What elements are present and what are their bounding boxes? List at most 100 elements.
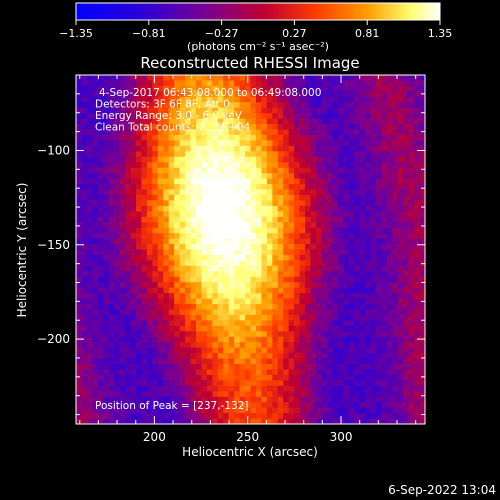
heatmap-cell bbox=[397, 380, 404, 387]
heatmap-cell bbox=[103, 271, 110, 278]
heatmap-cell bbox=[359, 391, 366, 398]
heatmap-cell bbox=[397, 151, 404, 158]
heatmap-cell bbox=[157, 194, 164, 202]
heatmap-cell bbox=[97, 358, 104, 365]
heatmap-cell bbox=[179, 129, 186, 136]
heatmap-cell bbox=[212, 233, 219, 240]
heatmap-cell bbox=[157, 380, 164, 387]
heatmap-cell bbox=[217, 391, 224, 398]
heatmap-cell bbox=[337, 244, 344, 251]
heatmap-cell bbox=[414, 173, 421, 180]
heatmap-cell bbox=[310, 309, 317, 316]
heatmap-cell bbox=[272, 402, 279, 409]
heatmap-cell bbox=[392, 200, 399, 207]
heatmap-cell bbox=[283, 96, 290, 103]
heatmap-cell bbox=[217, 304, 224, 311]
heatmap-cell bbox=[239, 145, 246, 152]
heatmap-cell bbox=[168, 129, 175, 136]
heatmap-cell bbox=[103, 222, 110, 229]
heatmap-cell bbox=[163, 107, 170, 114]
heatmap-cell bbox=[288, 227, 295, 234]
heatmap-cell bbox=[365, 271, 372, 278]
heatmap-cell bbox=[337, 216, 344, 223]
heatmap-cell bbox=[92, 227, 99, 234]
heatmap-cell bbox=[403, 85, 410, 92]
heatmap-cell bbox=[119, 244, 126, 251]
heatmap-cell bbox=[332, 238, 339, 245]
heatmap-cell bbox=[381, 134, 388, 142]
heatmap-cell bbox=[195, 107, 203, 114]
heatmap-cell bbox=[294, 75, 301, 82]
heatmap-cell bbox=[359, 233, 366, 240]
heatmap-cell bbox=[419, 222, 425, 229]
heatmap-cell bbox=[310, 353, 317, 360]
heatmap-cell bbox=[370, 102, 377, 109]
heatmap-cell bbox=[250, 205, 257, 212]
heatmap-cell bbox=[305, 325, 312, 332]
heatmap-cell bbox=[332, 205, 339, 212]
heatmap-cell bbox=[321, 304, 328, 311]
heatmap-cell bbox=[370, 162, 377, 169]
heatmap-cell bbox=[239, 374, 246, 381]
heatmap-cell bbox=[152, 347, 159, 354]
heatmap-cell bbox=[239, 331, 246, 338]
heatmap-cell bbox=[326, 358, 333, 365]
heatmap-cell bbox=[266, 271, 273, 278]
heatmap-cell bbox=[86, 184, 93, 191]
heatmap-cell bbox=[255, 249, 263, 256]
heatmap-cell bbox=[103, 244, 110, 251]
heatmap-cell bbox=[212, 222, 219, 229]
heatmap-cell bbox=[174, 314, 181, 321]
heatmap-cell bbox=[315, 113, 322, 120]
heatmap-cell bbox=[223, 113, 230, 120]
heatmap-cell bbox=[315, 418, 322, 424]
heatmap-cell bbox=[365, 374, 372, 381]
heatmap-cell bbox=[305, 342, 312, 349]
heatmap-cell bbox=[365, 194, 372, 202]
heatmap-cell bbox=[119, 124, 126, 131]
heatmap-cell bbox=[185, 358, 192, 365]
heatmap-cell bbox=[212, 113, 219, 120]
heatmap-cell bbox=[119, 96, 126, 103]
heatmap-cell bbox=[343, 342, 350, 349]
heatmap-cell bbox=[272, 124, 279, 131]
heatmap-cell bbox=[201, 254, 208, 262]
heatmap-cell bbox=[76, 369, 83, 376]
heatmap-cell bbox=[310, 216, 317, 223]
heatmap-cell bbox=[277, 353, 284, 360]
heatmap-cell bbox=[283, 298, 290, 305]
heatmap-cell bbox=[305, 211, 312, 218]
heatmap-cell bbox=[354, 178, 361, 185]
heatmap-cell bbox=[76, 304, 83, 311]
heatmap-cell bbox=[217, 91, 224, 98]
heatmap-cell bbox=[250, 134, 257, 142]
heatmap-cell bbox=[185, 254, 192, 262]
heatmap-cell bbox=[174, 413, 181, 420]
heatmap-cell bbox=[272, 347, 279, 354]
heatmap-cell bbox=[299, 80, 306, 87]
heatmap-cell bbox=[103, 391, 110, 398]
heatmap-cell bbox=[370, 314, 377, 321]
heatmap-cell bbox=[195, 364, 203, 371]
heatmap-cell bbox=[234, 244, 241, 251]
heatmap-cell bbox=[185, 287, 192, 294]
heatmap-cell bbox=[86, 298, 93, 305]
heatmap-cell bbox=[119, 184, 126, 191]
heatmap-cell bbox=[381, 325, 388, 332]
heatmap-cell bbox=[239, 80, 246, 87]
heatmap-cell bbox=[217, 145, 224, 152]
heatmap-cell bbox=[337, 369, 344, 376]
heatmap-cell bbox=[332, 342, 339, 349]
heatmap-cell bbox=[234, 167, 241, 174]
heatmap-cell bbox=[408, 293, 415, 300]
heatmap-cell bbox=[381, 233, 388, 240]
heatmap-cell bbox=[157, 293, 164, 300]
heatmap-cell bbox=[228, 107, 235, 114]
heatmap-cell bbox=[92, 314, 99, 321]
heatmap-cell bbox=[359, 205, 366, 212]
heatmap-cell bbox=[288, 75, 295, 82]
heatmap-cell bbox=[375, 80, 382, 87]
heatmap-cell bbox=[168, 271, 175, 278]
heatmap-cell bbox=[359, 189, 366, 196]
heatmap-cell bbox=[212, 145, 219, 152]
